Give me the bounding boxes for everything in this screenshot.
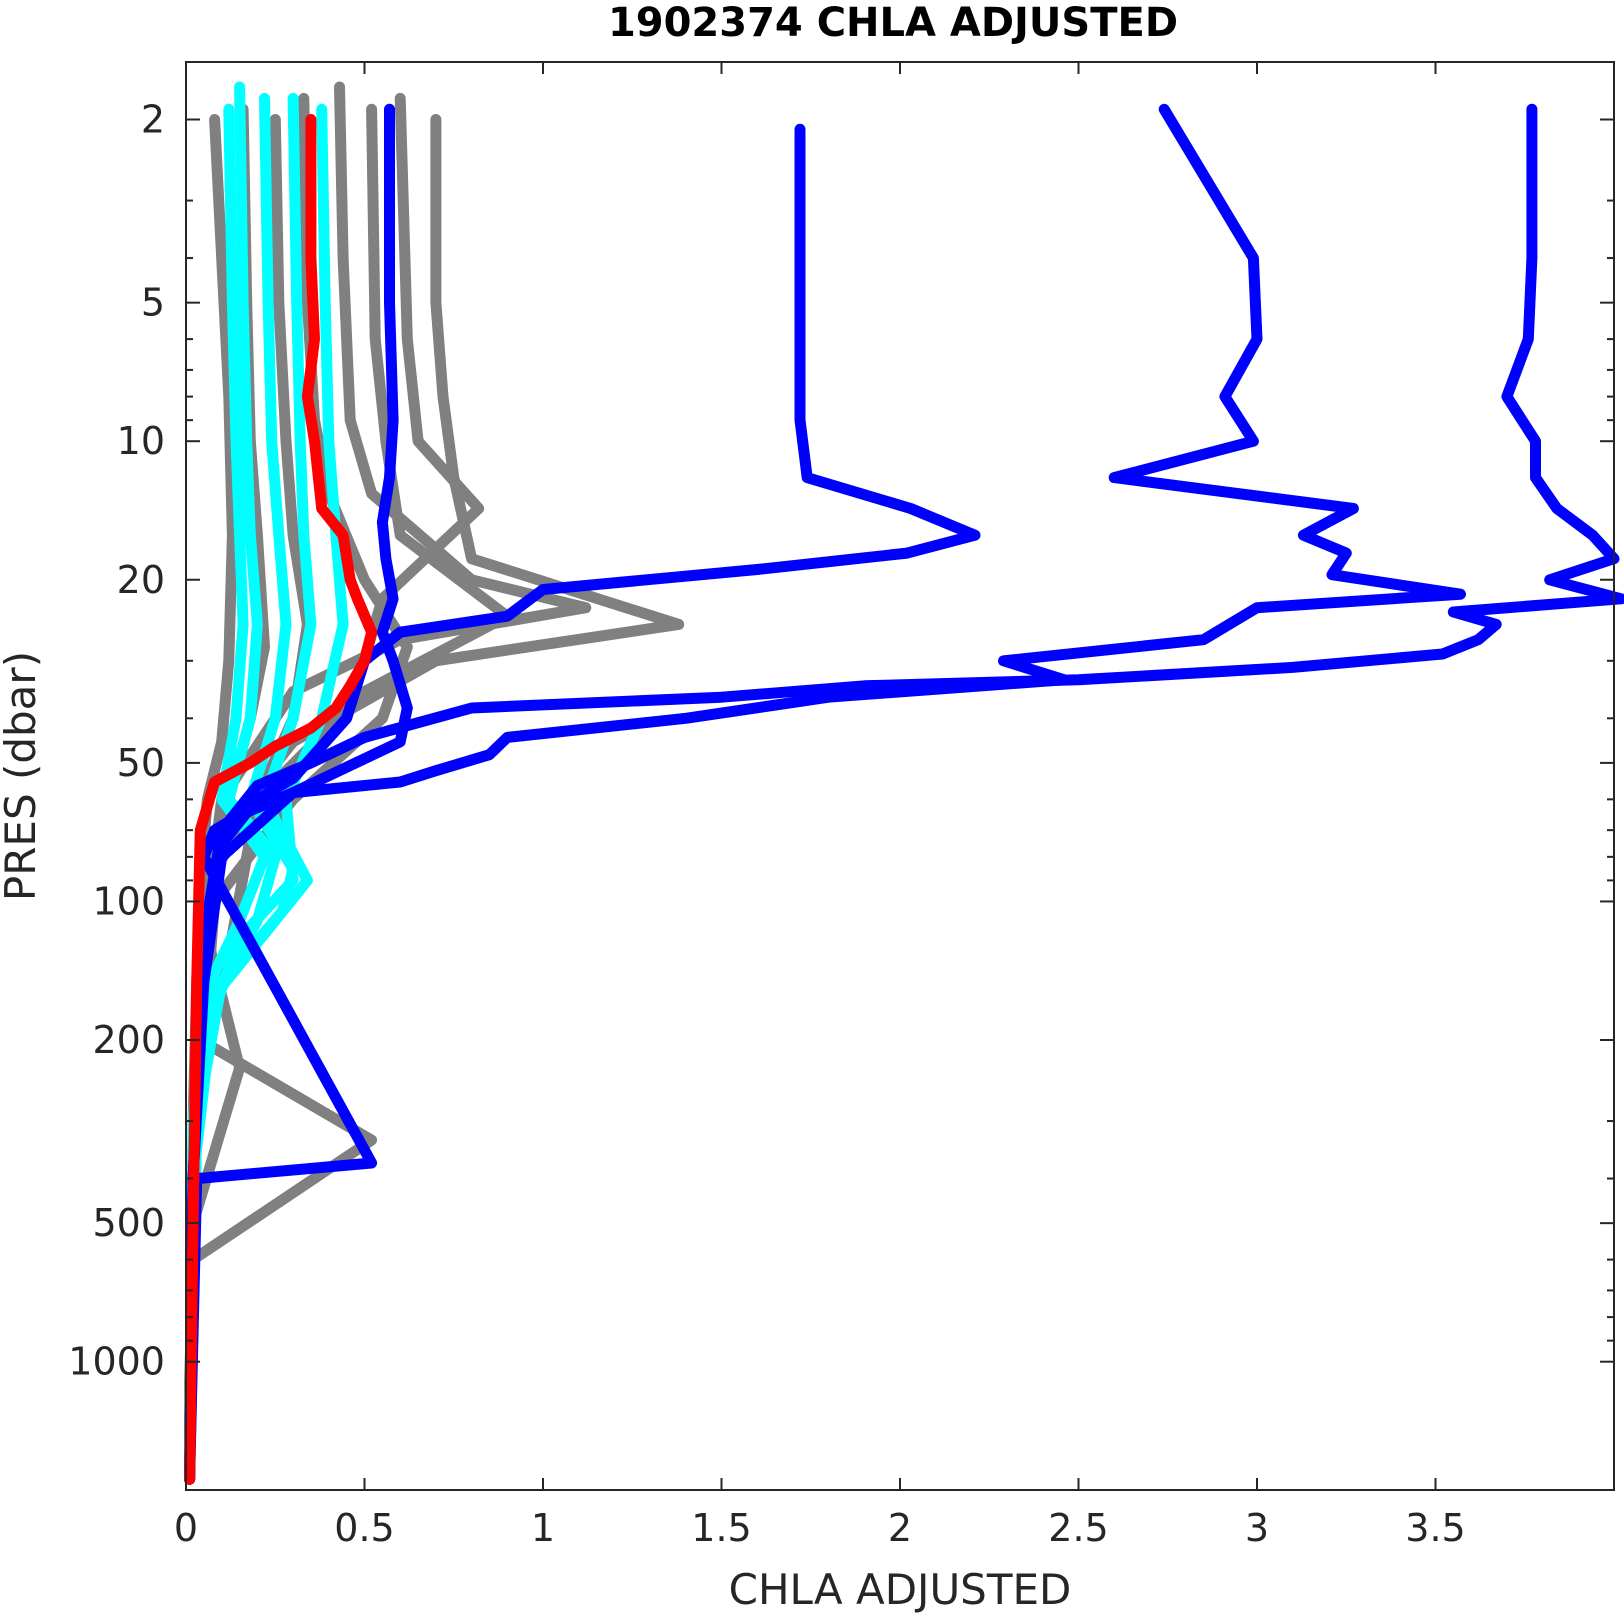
x-tick-label: 2 [888, 1506, 912, 1550]
x-tick-label: 3.5 [1405, 1506, 1465, 1550]
x-tick-label: 3 [1245, 1506, 1269, 1550]
x-axis-label: CHLA ADJUSTED [729, 1565, 1072, 1614]
y-tick-label: 20 [117, 558, 165, 602]
x-tick-label: 2.5 [1048, 1506, 1108, 1550]
profile-line-blue-16 [184, 103, 1624, 1485]
x-tick-label: 0 [174, 1506, 198, 1550]
y-tick-label: 2 [141, 98, 165, 142]
y-tick-label: 10 [117, 419, 165, 463]
y-tick-label: 5 [141, 281, 165, 325]
x-axis: 0 0.5 1 1.5 2 2.5 3 3.5 [174, 62, 1466, 1550]
profile-line-red-17 [184, 114, 378, 1485]
y-axis-label: PRES (dbar) [0, 651, 45, 901]
y-tick-label: 50 [117, 741, 165, 785]
y-axis: 2 5 10 20 50 100 200 500 1000 [68, 98, 1614, 1384]
x-tick-label: 1 [531, 1506, 555, 1550]
y-tick-label: 200 [92, 1018, 165, 1062]
y-tick-label: 1000 [68, 1340, 165, 1384]
y-tick-label: 500 [92, 1201, 165, 1245]
profile-lines [184, 81, 1624, 1485]
chart-title: 1902374 CHLA ADJUSTED [608, 0, 1178, 46]
x-tick-label: 1.5 [691, 1506, 751, 1550]
y-tick-label: 100 [92, 879, 165, 923]
x-tick-label: 0.5 [334, 1506, 394, 1550]
